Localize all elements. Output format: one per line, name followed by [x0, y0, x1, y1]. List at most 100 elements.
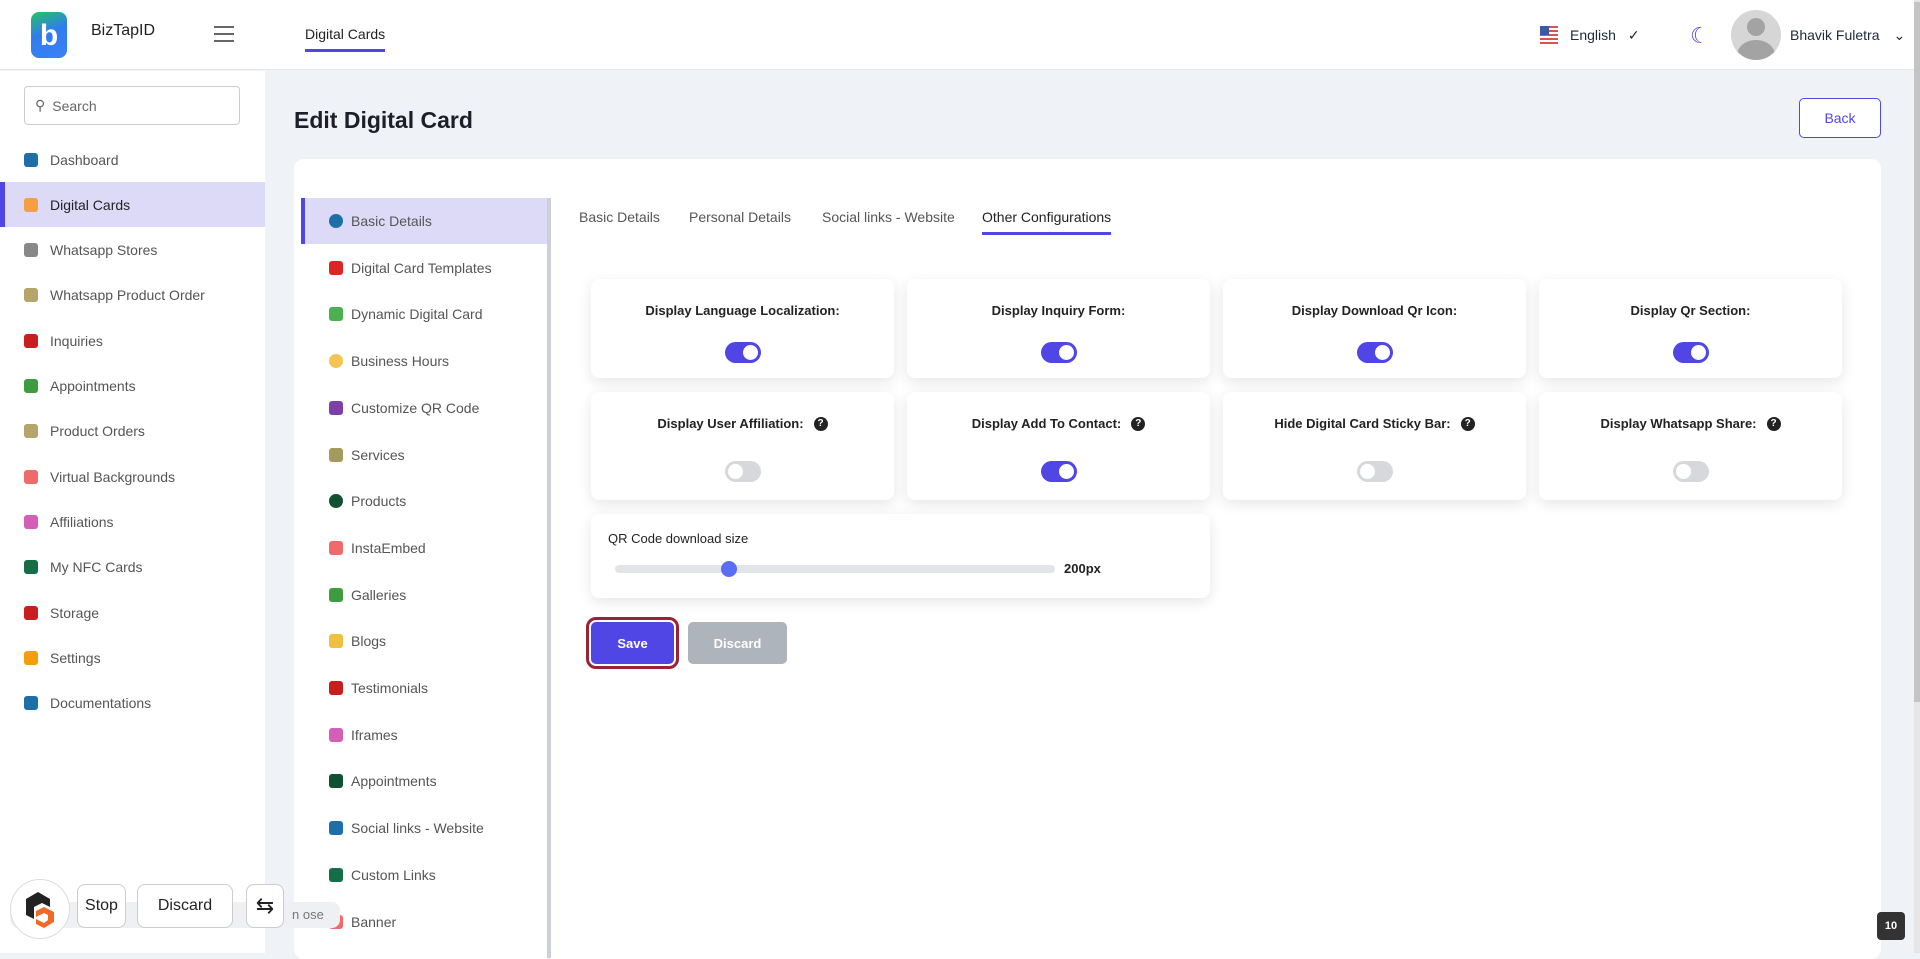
help-icon[interactable]: ?: [813, 416, 828, 431]
count-badge: 10: [1877, 912, 1905, 940]
qr-code-icon: [329, 400, 343, 415]
section-nav-blogs[interactable]: Blogs: [301, 618, 547, 664]
config-card: Display Whatsapp Share:?: [1539, 392, 1842, 500]
brand-logo[interactable]: b: [31, 12, 67, 58]
section-nav-instaembed[interactable]: InstaEmbed: [301, 525, 547, 571]
section-nav-galleries[interactable]: Galleries: [301, 572, 547, 618]
section-nav-services[interactable]: Services: [301, 432, 547, 478]
section-nav-label: Business Hours: [351, 353, 450, 370]
overlay-logo-icon[interactable]: [10, 879, 70, 939]
config-toggle[interactable]: [1040, 461, 1077, 482]
section-nav-label: Banner: [351, 913, 397, 930]
section-nav-dynamic-digital-card[interactable]: Dynamic Digital Card: [301, 291, 547, 337]
config-toggle[interactable]: [724, 342, 761, 363]
section-nav-label: Social links - Website: [351, 820, 484, 837]
section-nav-custom-links[interactable]: Custom Links: [301, 852, 547, 898]
language-label: English: [1570, 27, 1616, 43]
sidebar-item-virtual-backgrounds[interactable]: Virtual Backgrounds: [0, 454, 265, 499]
section-nav-products[interactable]: Products: [301, 478, 547, 524]
sidebar-item-inquiries[interactable]: Inquiries: [0, 318, 265, 363]
section-nav-testimonials[interactable]: Testimonials: [301, 665, 547, 711]
top-header: b BizTapID Digital Cards English ✓ ☾ Bha…: [0, 0, 1914, 70]
sidebar-item-product-orders[interactable]: Product Orders: [0, 409, 265, 454]
config-label: Display Whatsapp Share:: [1600, 416, 1757, 431]
question-icon: [329, 214, 343, 228]
dark-mode-moon-icon[interactable]: ☾: [1690, 23, 1710, 48]
sidebar-item-label: Virtual Backgrounds: [50, 468, 176, 485]
section-nav-appointments[interactable]: Appointments: [301, 758, 547, 804]
sidebar-item-storage[interactable]: Storage: [0, 590, 265, 635]
sidebar-item-appointments[interactable]: Appointments: [0, 364, 265, 409]
tab-personal-details[interactable]: Personal Details: [689, 209, 791, 225]
section-nav-label: Services: [351, 446, 405, 463]
menu-toggle-icon[interactable]: [214, 26, 234, 42]
slider-thumb[interactable]: [721, 561, 738, 577]
help-icon[interactable]: ?: [1460, 416, 1475, 431]
qr-size-slider[interactable]: [615, 561, 1055, 577]
back-button[interactable]: Back: [1799, 98, 1881, 138]
avatar[interactable]: [1731, 10, 1781, 60]
section-nav-iframes[interactable]: Iframes: [301, 712, 547, 758]
config-label: Display User Affiliation:: [657, 416, 804, 431]
config-label: Display Inquiry Form:: [991, 303, 1126, 318]
section-nav-label: Products: [351, 493, 407, 510]
help-icon[interactable]: ?: [1131, 416, 1146, 431]
swap-icon[interactable]: ⇆: [246, 884, 284, 928]
save-button[interactable]: Save: [586, 617, 679, 669]
tab-basic-details[interactable]: Basic Details: [579, 209, 660, 225]
sidebar-item-settings[interactable]: Settings: [0, 635, 265, 680]
money-icon: [24, 424, 38, 439]
qr-size-label: QR Code download size: [608, 531, 749, 546]
section-nav-label: Digital Card Templates: [351, 259, 492, 276]
overlay-discard-button[interactable]: Discard: [137, 884, 233, 928]
section-nav-label: Basic Details: [351, 213, 432, 229]
sidebar-item-label: Affiliations: [50, 513, 114, 530]
config-toggle[interactable]: [1356, 342, 1393, 363]
tab-other-configurations[interactable]: Other Configurations: [982, 209, 1112, 235]
tab-social-links-website[interactable]: Social links - Website: [822, 209, 955, 225]
config-toggle[interactable]: [1040, 342, 1077, 363]
calendar-icon: [24, 379, 38, 393]
sidebar-item-digital-cards[interactable]: Digital Cards: [0, 182, 265, 228]
user-name: Bhavik Fuletra: [1790, 27, 1880, 43]
sidebar-item-whatsapp-stores[interactable]: Whatsapp Stores: [0, 228, 265, 273]
language-selector[interactable]: English ✓: [1540, 26, 1640, 44]
sidebar-item-dashboard[interactable]: Dashboard: [0, 137, 265, 182]
gear-icon: [24, 650, 38, 665]
sidebar-item-affiliations[interactable]: Affiliations: [0, 499, 265, 544]
config-toggle[interactable]: [724, 461, 761, 482]
section-nav-basic-details[interactable]: Basic Details: [301, 198, 547, 244]
search-input[interactable]: ⚲ Search: [24, 86, 240, 125]
section-nav-business-hours[interactable]: Business Hours: [301, 338, 547, 384]
sidebar-item-documentations[interactable]: Documentations: [0, 681, 265, 726]
config-toggle[interactable]: [1672, 342, 1709, 363]
section-nav-customize-qr-code[interactable]: Customize QR Code: [301, 385, 547, 431]
user-menu[interactable]: Bhavik Fuletra ⌄: [1790, 27, 1905, 44]
sidebar-item-label: Dashboard: [50, 151, 119, 168]
qr-size-value: 200px: [1064, 561, 1101, 576]
stop-button[interactable]: Stop: [77, 884, 126, 928]
template-icon: [329, 260, 343, 275]
comment-icon: [329, 681, 343, 695]
brand-name: BizTapID: [91, 22, 156, 39]
discard-button[interactable]: Discard: [688, 622, 787, 664]
section-nav-social-links-website[interactable]: Social links - Website: [301, 805, 547, 851]
config-toggle[interactable]: [1356, 461, 1393, 482]
config-label: Hide Digital Card Sticky Bar:: [1274, 416, 1451, 431]
page-scrollbar[interactable]: [1914, 0, 1920, 953]
config-card: Display Download Qr Icon:: [1223, 279, 1526, 378]
image-icon: [329, 587, 343, 602]
header-tab-digital-cards[interactable]: Digital Cards: [305, 26, 386, 52]
link-icon: [329, 867, 343, 882]
section-nav: Basic Details Digital Card Templates Dynam…: [301, 198, 551, 958]
section-nav-label: Dynamic Digital Card: [351, 306, 483, 323]
section-nav-digital-card-templates[interactable]: Digital Card Templates: [301, 245, 547, 291]
us-flag-icon: [1540, 26, 1558, 44]
config-toggle[interactable]: [1672, 461, 1709, 482]
sidebar-item-whatsapp-product-order[interactable]: Whatsapp Product Order: [0, 273, 265, 318]
id-card-icon: [24, 197, 38, 212]
sidebar-item-my-nfc-cards[interactable]: My NFC Cards: [0, 545, 265, 590]
id-card-icon: [24, 560, 38, 575]
sidebar-item-label: Settings: [50, 649, 101, 666]
help-icon[interactable]: ?: [1766, 416, 1781, 431]
